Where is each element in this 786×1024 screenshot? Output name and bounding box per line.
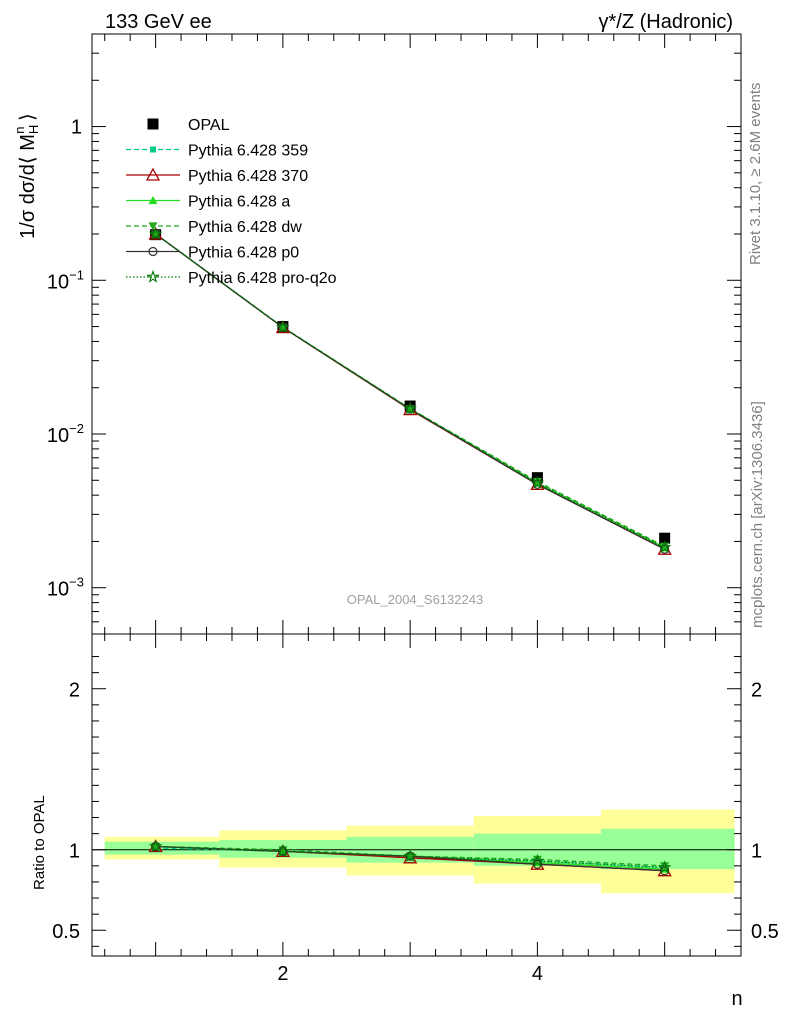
legend-marker-2	[145, 167, 161, 181]
legend-label-6: Pythia 6.428 pro-q2o	[188, 270, 337, 287]
ratio-point-4	[532, 859, 542, 869]
x-axis-label: n	[731, 988, 742, 1010]
main-point-6	[657, 540, 672, 554]
ratio-point-5	[657, 860, 672, 874]
ratio-point-5	[148, 839, 163, 853]
main-ytick-label: 1	[71, 117, 82, 139]
main-point-5	[532, 479, 542, 490]
legend-label-4: Pythia 6.428 dw	[188, 219, 302, 236]
ratio-ytick-label: 0.5	[52, 921, 80, 943]
legend-label-5: Pythia 6.428 p0	[188, 245, 299, 262]
main-point-5	[405, 404, 415, 414]
main-point-4	[660, 542, 670, 551]
legend-marker-1	[150, 146, 156, 153]
header-left: 133 GeV ee	[105, 11, 212, 33]
watermark: OPAL_2004_S6132243	[347, 592, 483, 607]
ratio-ytick-label-right: 2	[751, 680, 762, 702]
ratio-line-3	[155, 845, 665, 867]
main-ytick-label: 10−1	[47, 267, 84, 293]
green-band-0	[104, 841, 220, 855]
ratio-ytick-label-right: 0.5	[751, 921, 779, 943]
ratio-ytick-label-right: 1	[751, 841, 762, 863]
main-point-0	[659, 532, 671, 544]
main-point-6	[276, 320, 290, 334]
legend-label-3: Pythia 6.428 a	[188, 194, 290, 211]
main-point-6	[148, 226, 163, 240]
main-ylabel: 1/σ dσ/d⟨ MHn ⟩	[12, 113, 41, 239]
ratio-point-5	[530, 853, 545, 867]
main-point-4	[532, 478, 542, 487]
main-point-6	[530, 475, 545, 489]
legend-label-1: Pythia 6.428 359	[188, 143, 308, 160]
ratio-bands	[104, 809, 735, 894]
ratio-point-5	[403, 849, 417, 862]
ratio-frame	[91, 633, 742, 957]
main-ytick-label: 10−3	[47, 575, 84, 601]
legend-marker-5	[148, 246, 158, 257]
ratio-ylabel: Ratio to OPAL	[31, 795, 48, 890]
legend-label-2: Pythia 6.428 370	[188, 168, 308, 185]
ratio-line-5	[155, 845, 665, 869]
main-point-5	[660, 544, 670, 554]
ratio-ytick-label: 1	[69, 841, 80, 863]
legend-marker-4	[148, 222, 158, 231]
series-lines	[155, 233, 665, 872]
xtick-label: 2	[277, 963, 288, 985]
legend-marker-0	[147, 118, 159, 130]
xtick-label: 4	[532, 963, 543, 985]
legend: OPAL Pythia 6.428 359 Pythia 6.428 370 Pyth…	[126, 117, 337, 287]
legend-label-0: OPAL	[188, 117, 230, 134]
series-markers	[148, 226, 672, 877]
header-right: γ*/Z (Hadronic)	[599, 11, 733, 33]
ratio-point-5	[276, 844, 290, 858]
legend-marker-3	[148, 196, 158, 205]
rivet-label: Rivet 3.1.10, ≥ 2.6M events	[747, 83, 764, 266]
ratio-ytick-label: 2	[69, 680, 80, 702]
ratio-point-4	[660, 866, 670, 876]
legend-marker-6	[146, 269, 160, 283]
main-point-6	[403, 401, 417, 415]
mcplots-label: mcplots.cern.ch [arXiv:1306.3436]	[749, 401, 766, 628]
main-ytick-label: 10−2	[47, 421, 84, 447]
